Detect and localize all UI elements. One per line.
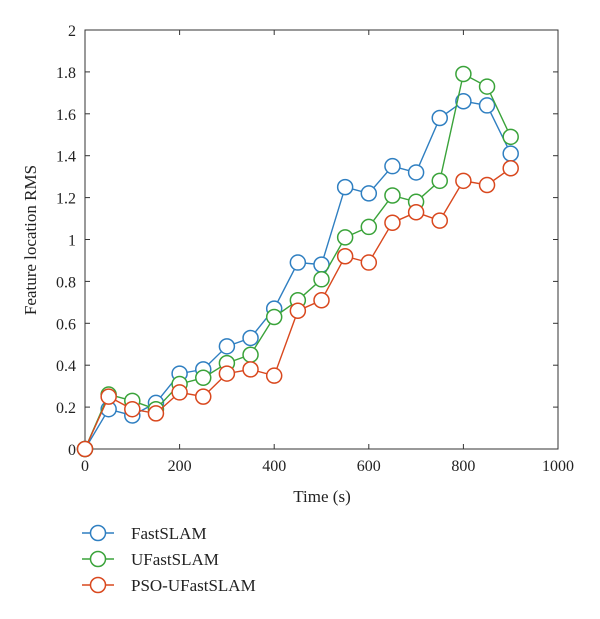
data-point-fastslam	[407, 164, 425, 181]
data-point-fastslam	[431, 109, 448, 127]
data-point-fastslam	[478, 97, 496, 114]
legend-marker	[89, 550, 107, 568]
data-point-ufastslam	[265, 308, 283, 326]
data-point-ufastslam	[336, 229, 354, 246]
data-point-ufastslam	[242, 346, 259, 363]
legend-marker	[89, 576, 107, 594]
data-point-fastslam	[289, 254, 307, 271]
x-tick-label: 0	[81, 458, 89, 475]
data-point-pso-ufastslam	[313, 292, 330, 309]
y-tick-label: 2	[68, 23, 76, 40]
legend-item-ufastslam: UFastSLAM	[82, 550, 219, 569]
x-tick-label: 600	[357, 458, 381, 475]
data-point-ufastslam	[502, 128, 519, 146]
data-point-pso-ufastslam	[384, 214, 401, 231]
data-point-pso-ufastslam	[407, 204, 425, 221]
data-point-ufastslam	[478, 78, 496, 95]
data-point-fastslam	[242, 329, 259, 347]
data-point-ufastslam	[431, 172, 448, 190]
data-point-pso-ufastslam	[265, 367, 283, 384]
series-line-fastslam	[84, 100, 512, 450]
data-point-pso-ufastslam	[124, 400, 141, 418]
data-point-fastslam	[336, 178, 354, 196]
legend-item-fastslam: FastSLAM	[82, 524, 207, 543]
y-tick-label: 1.4	[56, 149, 76, 166]
y-tick-label: 0.4	[56, 358, 76, 375]
data-point-pso-ufastslam	[478, 176, 496, 194]
data-point-pso-ufastslam	[100, 388, 117, 405]
legend-label: UFastSLAM	[131, 550, 219, 569]
data-point-fastslam	[218, 338, 236, 355]
data-point-pso-ufastslam	[242, 361, 259, 378]
y-tick-label: 0	[68, 442, 76, 459]
y-tick-label: 0.8	[56, 274, 76, 291]
legend-label: FastSLAM	[131, 524, 207, 543]
series-layer	[76, 65, 519, 458]
legend-label: PSO-UFastSLAM	[131, 576, 256, 595]
data-point-pso-ufastslam	[360, 254, 378, 271]
data-point-ufastslam	[313, 271, 330, 288]
data-point-pso-ufastslam	[76, 440, 94, 458]
legend-item-pso-ufastslam: PSO-UFastSLAM	[82, 576, 256, 595]
legend-marker	[89, 524, 107, 542]
data-point-pso-ufastslam	[195, 388, 212, 405]
y-tick-label: 1.8	[56, 65, 76, 82]
series-pso-ufastslam	[76, 160, 519, 458]
x-tick-label: 1000	[542, 458, 574, 475]
y-axis-label: Feature location RMS	[21, 165, 40, 315]
data-point-pso-ufastslam	[336, 248, 354, 265]
data-point-fastslam	[455, 92, 472, 110]
data-point-fastslam	[384, 157, 401, 175]
y-tick-label: 0.6	[56, 316, 76, 333]
data-point-ufastslam	[455, 65, 472, 83]
data-point-pso-ufastslam	[218, 365, 236, 382]
data-point-fastslam	[502, 145, 519, 162]
series-ufastslam	[76, 65, 519, 458]
data-point-pso-ufastslam	[171, 384, 188, 401]
legend: FastSLAM UFastSLAM PSO-UFastSLAM	[82, 524, 256, 595]
x-tick-label: 800	[451, 458, 475, 475]
data-point-pso-ufastslam	[431, 212, 448, 229]
y-tick-label: 1.6	[56, 107, 76, 124]
data-point-pso-ufastslam	[502, 160, 519, 177]
data-point-pso-ufastslam	[289, 302, 307, 319]
axes: 0 200 400 600 800 1000 0 0.2 0.4 0.6 0.8 1 1.2 1.4 1.6…	[56, 23, 574, 475]
data-point-ufastslam	[360, 218, 378, 236]
x-axis-label: Time (s)	[293, 487, 350, 506]
data-point-ufastslam	[384, 187, 401, 204]
data-point-fastslam	[360, 185, 378, 202]
y-tick-label: 0.2	[56, 400, 76, 417]
data-point-pso-ufastslam	[147, 405, 165, 422]
x-tick-label: 200	[168, 458, 192, 475]
y-tick-label: 1.2	[56, 191, 76, 208]
data-point-pso-ufastslam	[455, 172, 472, 190]
x-tick-label: 400	[262, 458, 286, 475]
data-point-ufastslam	[195, 369, 212, 387]
y-tick-label: 1	[68, 233, 76, 250]
series-fastslam	[76, 92, 519, 458]
